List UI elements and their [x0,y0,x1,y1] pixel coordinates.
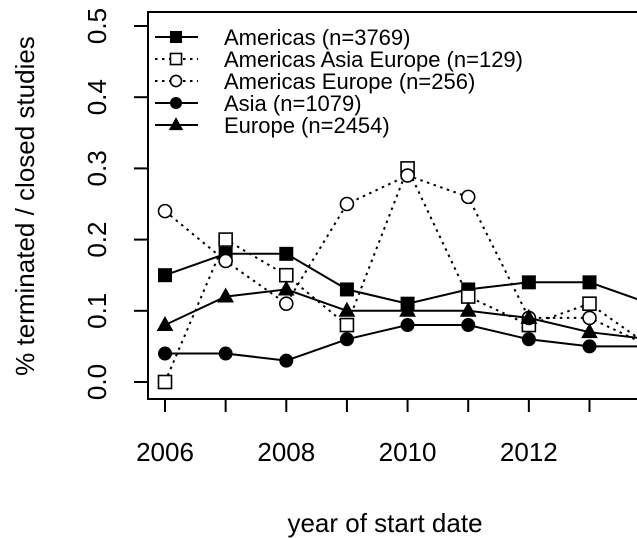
data-point [582,296,597,311]
legend-label: Americas Europe (n=256) [224,69,475,94]
x-tick-label: 2010 [379,437,437,467]
data-point [218,253,233,269]
y-axis-label: % terminated / closed studies [10,36,40,376]
y-tick-label: 0.5 [82,8,112,44]
y-tick-label: 0.0 [82,364,112,400]
legend-marker [168,117,184,131]
data-point [339,282,354,297]
data-point [459,301,477,317]
y-tick-label: 0.4 [82,79,112,115]
data-point [279,246,294,261]
series-line [164,165,637,383]
data-point [461,318,476,333]
data-point [218,346,233,361]
data-point [400,168,415,183]
x-tick-label: 2006 [136,437,194,467]
data-point [521,332,536,347]
legend-marker [169,30,183,44]
series-2 [157,168,637,342]
data-point [156,316,174,332]
data-point [278,267,294,283]
data-point [278,296,294,311]
legend-entry: Asia (n=1079) [155,91,362,116]
data-point [339,196,355,212]
data-point [581,323,598,339]
y-tick-label: 0.2 [82,222,112,258]
data-point [460,189,476,205]
legend-entry: Americas Asia Europe (n=129) [155,47,523,72]
y-tick-label: 0.3 [82,150,112,186]
data-point [217,287,234,303]
data-point [277,280,295,296]
series-3 [158,318,637,368]
legend-label: Europe (n=2454) [224,113,390,138]
data-point [338,301,356,317]
x-tick-label: 2012 [500,437,558,467]
data-point [218,232,233,247]
series-layer [156,161,637,390]
data-point [582,339,597,354]
series-1 [157,161,637,390]
data-point [158,268,172,283]
data-point [460,289,476,304]
x-axis-label: year of start date [287,508,482,538]
x-tick-label: 2008 [257,437,315,467]
data-point [582,275,597,290]
series-line [165,324,637,362]
legend-label: Americas (n=3769) [224,25,410,50]
legend-entry: Europe (n=2454) [155,113,390,138]
legend-marker [169,96,183,110]
data-point [157,203,173,219]
data-point [157,374,173,390]
data-point [399,301,416,317]
data-point [158,346,172,361]
data-point [279,353,294,368]
series-4 [156,280,637,339]
data-point [339,332,354,347]
data-point [400,318,415,333]
series-line [164,174,637,342]
legend-marker [169,74,183,88]
legend-label: Americas Asia Europe (n=129) [224,47,523,72]
axes: 2006 2008 2010 2012 0.0 0.1 0.2 0.3 0.4 0.5 [82,8,637,467]
data-point [339,317,355,333]
y-tick-label: 0.1 [82,293,112,329]
legend-entry: Americas (n=3769) [155,25,410,50]
legend: Americas (n=3769)Americas Asia Europe (n… [155,25,523,138]
legend-label: Asia (n=1079) [224,91,362,116]
data-point [520,308,538,324]
data-point [582,310,597,326]
data-point [521,275,536,290]
legend-entry: Americas Europe (n=256) [155,69,475,94]
legend-marker [169,52,183,66]
